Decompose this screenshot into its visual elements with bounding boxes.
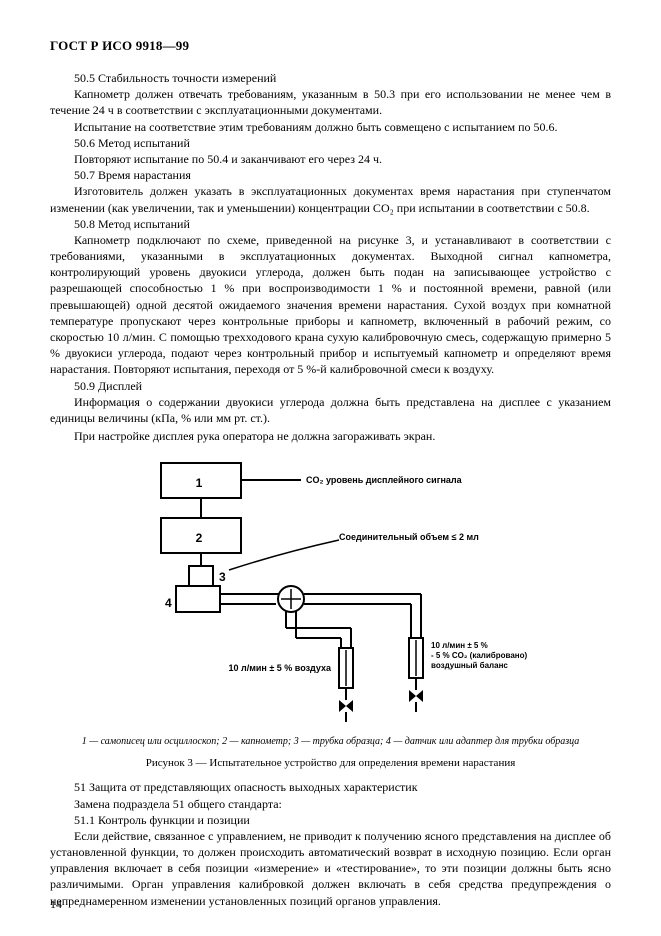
section-50-8-p1: Капнометр подключают по схеме, приведенн… [50,232,611,378]
diagram-right-flow-l3: воздушный баланс [431,661,508,670]
page-number: 14 [50,897,62,912]
section-50-6-title: 50.6 Метод испытаний [50,135,611,151]
section-50-9-p1: Информация о содержании двуокиси углерод… [50,394,611,426]
diagram-label-1: 1 [195,476,202,490]
section-50-5-title: 50.5 Стабильность точности измерений [50,70,611,86]
diagram-co2-label: CO₂ уровень дисплейного сигнала [306,475,463,485]
section-51-1-p1: Если действие, связанное с управлением, … [50,828,611,909]
section-50-8-title: 50.8 Метод испытаний [50,216,611,232]
diagram-left-flow-label: 10 л/мин ± 5 % воздуха [228,663,332,673]
diagram-label-2: 2 [195,531,202,545]
valve-icon [409,690,423,702]
diagram-label-4: 4 [165,596,172,610]
section-51-title: 51 Защита от представляющих опасность вы… [50,779,611,795]
figure-3: 1 CO₂ уровень дисплейного сигнала 2 Соед… [50,458,611,769]
diagram-label-3: 3 [219,570,226,584]
diagram-box-3 [189,566,213,586]
diagram-box-4 [176,586,220,612]
diagram-conn-vol: Соединительный объем ≤ 2 мл [339,532,479,542]
section-50-7-title: 50.7 Время нарастания [50,167,611,183]
section-50-5-p1: Капнометр должен отвечать требованиям, у… [50,86,611,118]
section-50-6-p1: Повторяют испытание по 50.4 и заканчиваю… [50,151,611,167]
section-50-7-p1: Изготовитель должен указать в эксплуатац… [50,183,611,215]
diagram-right-flow-l2: - 5 % CO₂ (калибровано) [431,651,527,660]
doc-header: ГОСТ Р ИСО 9918—99 [50,38,611,54]
flow-diagram: 1 CO₂ уровень дисплейного сигнала 2 Соед… [121,458,541,728]
diagram-curve [229,540,339,570]
figure-caption-key: 1 — самописец или осциллоскоп; 2 — капно… [50,736,611,747]
valve-icon [339,700,353,712]
page: ГОСТ Р ИСО 9918—99 50.5 Стабильность точ… [0,0,661,936]
section-51-1-title: 51.1 Контроль функции и позиции [50,812,611,828]
figure-caption-title: Рисунок 3 — Испытательное устройство для… [50,757,611,769]
section-50-9-p2: При настройке дисплея рука оператора не … [50,428,611,444]
section-50-9-title: 50.9 Дисплей [50,378,611,394]
diagram-right-flow-l1: 10 л/мин ± 5 % [431,641,488,650]
section-51-p1: Замена подраздела 51 общего стандарта: [50,796,611,812]
section-50-5-p2: Испытание на соответствие этим требовани… [50,119,611,135]
